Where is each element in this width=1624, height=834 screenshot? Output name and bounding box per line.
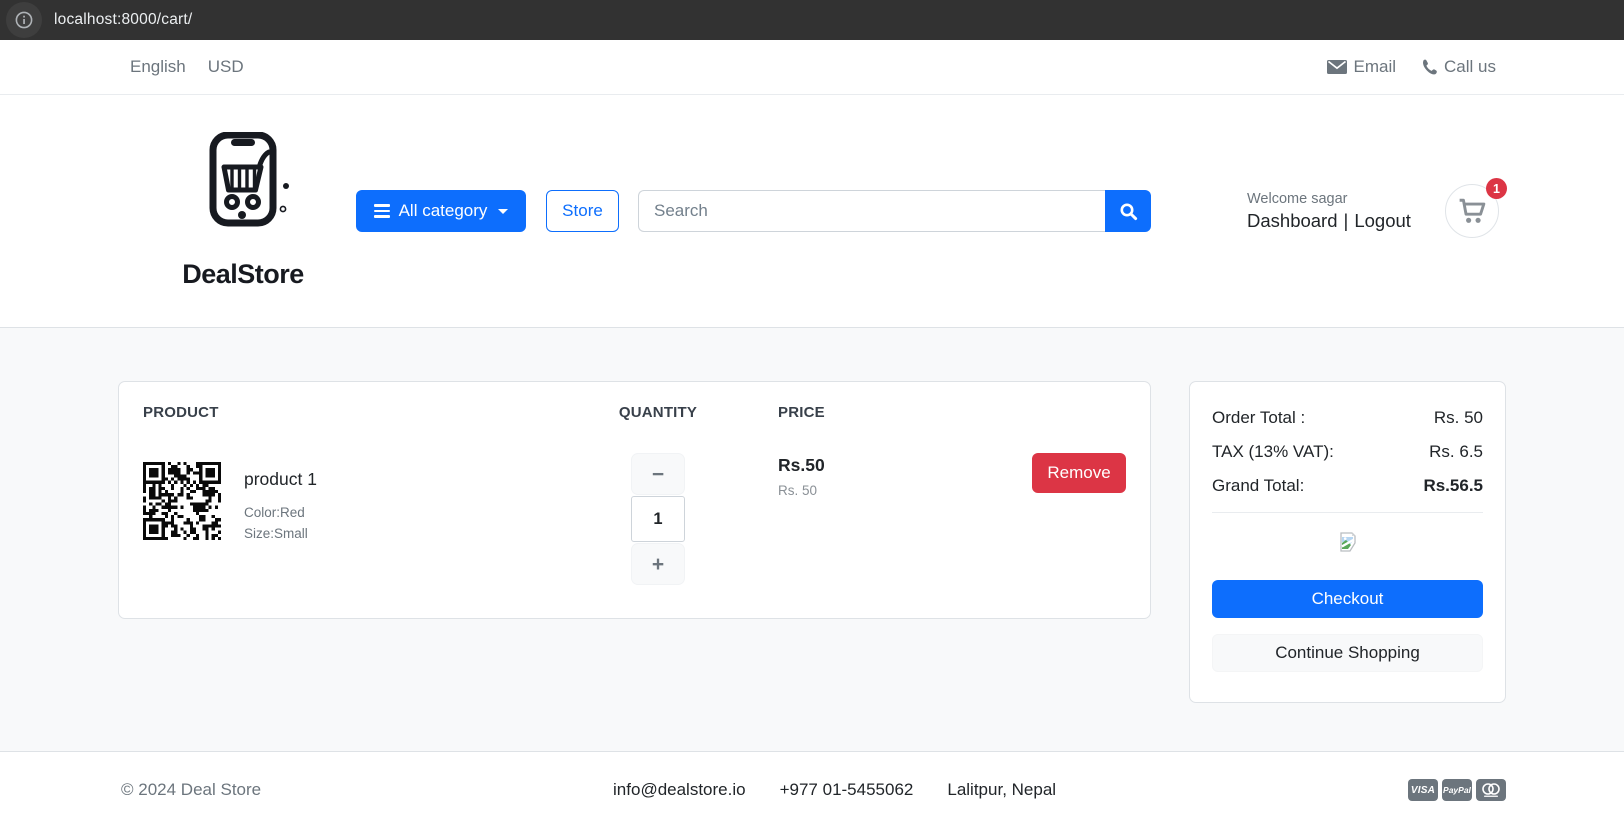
link-separator: |	[1343, 209, 1349, 231]
search-bar	[638, 190, 1151, 232]
language-selector[interactable]: English	[130, 57, 186, 76]
search-icon	[1120, 203, 1137, 220]
browser-url-bar: localhost:8000/cart/	[0, 0, 1624, 40]
order-total-label: Order Total :	[1212, 408, 1306, 427]
brand-name: DealStore	[182, 259, 304, 289]
tax-value: Rs. 6.5	[1429, 442, 1483, 461]
store-button[interactable]: Store	[546, 190, 619, 232]
footer-email[interactable]: info@dealstore.io	[613, 780, 746, 799]
checkout-button[interactable]: Checkout	[1212, 580, 1483, 618]
footer-phone[interactable]: +977 01-5455062	[779, 780, 914, 799]
address-bar-url[interactable]: localhost:8000/cart/	[54, 11, 193, 28]
cart-count-badge: 1	[1486, 178, 1507, 199]
user-block: Welcome sagar Dashboard | Logout	[1247, 191, 1417, 232]
category-button-label: All category	[398, 201, 488, 220]
continue-shopping-button[interactable]: Continue Shopping	[1212, 634, 1483, 672]
email-link[interactable]: Email	[1326, 57, 1397, 77]
phone-icon	[1423, 59, 1437, 74]
remove-item-button[interactable]: Remove	[1032, 453, 1126, 493]
cart-page-section: PRODUCT QUANTITY PRICE product 1 Color:R…	[0, 327, 1624, 751]
hamburger-icon	[373, 204, 390, 218]
envelope-icon	[1326, 60, 1347, 74]
search-button[interactable]	[1105, 190, 1151, 232]
cart-item-row: product 1 Color:Red Size:Small − + Rs.50…	[143, 453, 1126, 585]
mastercard-icon	[1475, 779, 1506, 801]
site-footer: © 2024 Deal Store info@dealstore.io +977…	[0, 751, 1624, 828]
item-unit-price: Rs. 50	[778, 483, 818, 498]
payment-methods: VISA PayPal	[1407, 779, 1506, 801]
item-price: Rs.50	[778, 455, 825, 475]
footer-location: Lalitpur, Nepal	[947, 780, 1057, 799]
summary-divider	[1212, 512, 1483, 513]
cart-button[interactable]: 1	[1445, 178, 1507, 238]
email-label: Email	[1353, 57, 1397, 76]
quantity-stepper: − +	[631, 453, 685, 585]
search-input[interactable]	[638, 190, 1105, 232]
utility-bar: English USD Email Call us	[0, 40, 1624, 95]
quantity-input[interactable]	[631, 496, 685, 542]
column-header-product: PRODUCT	[143, 404, 219, 421]
call-us-label: Call us	[1444, 57, 1496, 76]
product-size: Size:Small	[244, 526, 308, 541]
info-icon	[15, 11, 33, 29]
call-us-link[interactable]: Call us	[1420, 57, 1496, 77]
column-header-price: PRICE	[778, 404, 825, 421]
site-header: DealStore All category Store Welcome sag…	[0, 95, 1624, 327]
dealstore-logo-icon	[209, 131, 289, 227]
paypal-icon: PayPal	[1441, 779, 1472, 801]
chevron-down-icon	[498, 208, 509, 214]
welcome-text: Welcome sagar	[1247, 190, 1348, 207]
store-logo[interactable]: DealStore	[178, 131, 308, 290]
dashboard-link[interactable]: Dashboard	[1247, 209, 1338, 231]
all-category-dropdown[interactable]: All category	[356, 190, 526, 232]
cart-icon	[1459, 198, 1486, 223]
quantity-increase-button[interactable]: +	[631, 543, 685, 585]
grand-total-value: Rs.56.5	[1423, 476, 1483, 495]
product-name: product 1	[244, 469, 317, 489]
cart-items-card: PRODUCT QUANTITY PRICE product 1 Color:R…	[118, 381, 1151, 619]
page-info-icon[interactable]	[6, 2, 42, 38]
column-header-quantity: QUANTITY	[618, 404, 698, 421]
order-summary-card: Order Total : Rs. 50 TAX (13% VAT): Rs. …	[1189, 381, 1506, 703]
visa-icon: VISA	[1407, 779, 1438, 801]
product-color: Color:Red	[244, 505, 305, 520]
quantity-decrease-button[interactable]: −	[631, 453, 685, 495]
currency-selector[interactable]: USD	[207, 57, 244, 76]
logout-link[interactable]: Logout	[1354, 209, 1411, 231]
tax-label: TAX (13% VAT):	[1212, 442, 1334, 461]
order-total-value: Rs. 50	[1433, 408, 1483, 427]
broken-image-icon	[1339, 532, 1356, 552]
grand-total-label: Grand Total:	[1212, 476, 1305, 495]
product-qr-image	[143, 462, 221, 540]
copyright-text: © 2024 Deal Store	[121, 780, 262, 799]
